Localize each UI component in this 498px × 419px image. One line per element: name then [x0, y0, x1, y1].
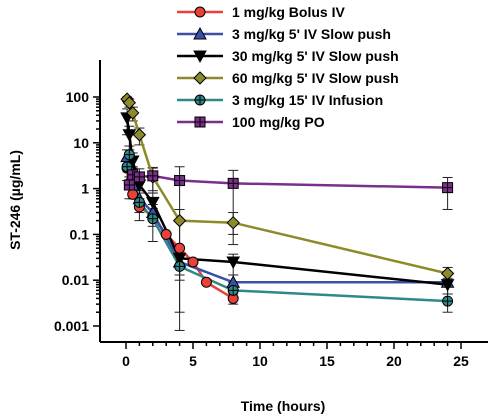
- data-point: [121, 161, 133, 173]
- y-tick-label: 100: [66, 89, 90, 105]
- data-point: [133, 196, 145, 208]
- data-point: [125, 106, 140, 120]
- data-point: [160, 228, 172, 240]
- y-tick-label: 0.01: [62, 272, 89, 288]
- y-ticks: 0.001 0.01 0.1 1 10 100: [54, 89, 100, 334]
- x-tick-label: 0: [122, 353, 130, 369]
- x-tick-label: 25: [453, 353, 469, 369]
- data-point: [172, 213, 187, 228]
- data-point: [123, 149, 135, 161]
- legend-label: 30 mg/kg 5' IV Slow push: [232, 48, 399, 64]
- legend-label: 60 mg/kg 5' IV Slow push: [232, 70, 399, 86]
- x-axis-title: Time (hours): [241, 398, 326, 414]
- data-point: [226, 216, 240, 230]
- data-point: [200, 276, 212, 288]
- data-point: [122, 96, 137, 110]
- legend-label: 3 mg/kg 5' IV Slow push: [232, 26, 391, 42]
- data-point: [172, 252, 187, 266]
- legend-marker: [193, 71, 207, 85]
- data-point: [226, 256, 241, 270]
- x-tick-label: 5: [189, 353, 197, 369]
- legend-marker: [194, 6, 206, 18]
- data-point: [442, 182, 454, 194]
- y-tick-label: 1: [81, 181, 89, 197]
- legend-label: 1 mg/kg Bolus IV: [232, 4, 345, 20]
- x-tick-label: 20: [386, 353, 402, 369]
- legend: 1 mg/kg Bolus IV 3 mg/kg 5' IV Slow push 3…: [177, 4, 399, 130]
- y-tick-label: 10: [73, 135, 89, 151]
- legend-marker: [194, 116, 206, 128]
- x-tick-label: 10: [252, 353, 268, 369]
- y-tick-label: 0.1: [70, 226, 90, 242]
- error-bars: [122, 96, 453, 331]
- legend-marker: [194, 94, 206, 106]
- data-point: [187, 256, 199, 268]
- data-point: [122, 129, 137, 142]
- data-point: [145, 196, 160, 210]
- x-tick-label: 15: [319, 353, 335, 369]
- data-point: [147, 170, 159, 182]
- data-point: [174, 242, 186, 254]
- data-point: [440, 266, 455, 281]
- data-point: [227, 177, 239, 189]
- data-point: [227, 284, 239, 296]
- data-point: [174, 175, 186, 187]
- legend-label: 3 mg/kg 15' IV Infusion: [232, 92, 383, 108]
- data-point: [133, 171, 145, 183]
- legend-marker: [193, 50, 207, 64]
- y-tick-label: 0.001: [54, 318, 89, 334]
- series-markers: [120, 92, 455, 307]
- y-axis-title: ST-246 (µg/mL): [7, 150, 23, 250]
- data-point: [132, 128, 147, 142]
- data-point: [442, 295, 454, 307]
- data-point: [174, 260, 186, 272]
- legend-marker: [193, 26, 207, 40]
- legend-label: 100 mg/kg PO: [232, 114, 325, 130]
- x-ticks: 0 5 10 15 20 25: [122, 342, 469, 369]
- data-point: [147, 213, 159, 225]
- data-point: [123, 179, 135, 191]
